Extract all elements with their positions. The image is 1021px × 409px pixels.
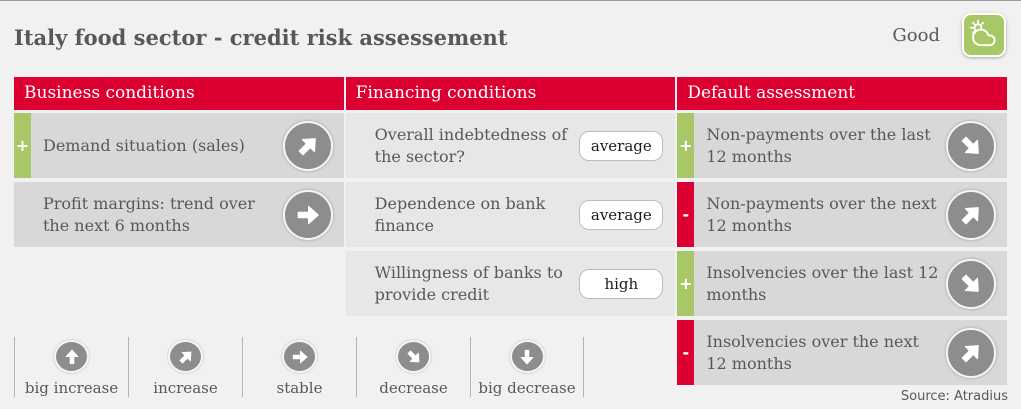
stable-arrow-icon [282,340,317,373]
trend-arrow-icon [282,189,333,240]
indicator-badge: - [677,320,695,385]
column-header-business: Business conditions [14,77,344,110]
row-label: Overall indebtedness of the sector? [374,125,568,166]
legend-item: increase [128,337,242,397]
table-row: Overall indebtedness of the sector? aver… [345,113,676,178]
trend-arrow-icon [945,327,996,378]
legend-item: decrease [356,337,470,397]
trend-arrow-icon [945,189,996,240]
assessment-table: Business conditions + Demand situation (… [14,77,1007,385]
row-label: Willingness of banks to provide credit [374,263,563,304]
row-label: Insolvencies over the next 12 months [706,332,919,373]
table-row: Dependence on bank finance average [345,182,676,247]
overall-rating: Good [892,13,1006,57]
financing-conditions-column: Financing conditions Overall indebtednes… [345,77,676,385]
indicator-badge: + [677,113,695,178]
indicator-badge: + [677,251,695,316]
legend-label: big increase [24,379,119,397]
row-label: Profit margins: trend over the next 6 mo… [43,194,255,235]
default-assessment-column: Default assessment + Non-payments over t… [677,77,1007,385]
row-label: Dependence on bank finance [374,194,546,235]
rating-value-button[interactable]: average [579,199,664,230]
table-row: - Non-payments over the next 12 months [677,182,1007,247]
row-label: Non-payments over the last 12 months [706,125,931,166]
rating-value-button[interactable]: high [579,268,664,299]
table-row: Willingness of banks to provide credit h… [345,251,676,316]
indicator-badge: + [14,113,31,178]
trend-arrow-icon [282,120,333,171]
legend-label: stable [276,379,323,397]
trend-arrow-icon [945,120,996,171]
column-header-financing: Financing conditions [345,77,676,110]
page-title: Italy food sector - credit risk assessem… [14,25,508,50]
rating-value-button[interactable]: average [579,130,664,161]
table-row: + Demand situation (sales) [14,113,344,178]
table-row: - Insolvencies over the next 12 months [677,320,1007,385]
trend-legend: big increase increase stable decrease bi… [14,337,584,397]
trend-arrow-icon [945,258,996,309]
table-row: + Insolvencies over the last 12 months [677,251,1007,316]
table-row: + Non-payments over the last 12 months [677,113,1007,178]
legend-item: big decrease [470,337,584,397]
legend-item: stable [242,337,356,397]
row-label: Non-payments over the next 12 months [706,194,937,235]
increase-arrow-icon [168,340,203,373]
sun-behind-cloud-icon [962,13,1006,57]
legend-label: decrease [379,379,448,397]
big-decrease-arrow-icon [509,340,545,373]
big-increase-arrow-icon [54,340,89,373]
indicator-badge: - [677,182,695,247]
rating-label: Good [892,24,940,46]
row-label: Insolvencies over the last 12 months [706,263,939,304]
table-row: Profit margins: trend over the next 6 mo… [14,182,344,247]
row-label: Demand situation (sales) [43,135,245,155]
business-conditions-column: Business conditions + Demand situation (… [14,77,344,385]
legend-label: big decrease [478,379,576,397]
column-header-default: Default assessment [677,77,1007,110]
legend-item: big increase [14,337,128,397]
legend-label: increase [153,379,218,397]
decrease-arrow-icon [396,340,431,373]
source-attribution: Source: Atradius [900,389,1008,404]
